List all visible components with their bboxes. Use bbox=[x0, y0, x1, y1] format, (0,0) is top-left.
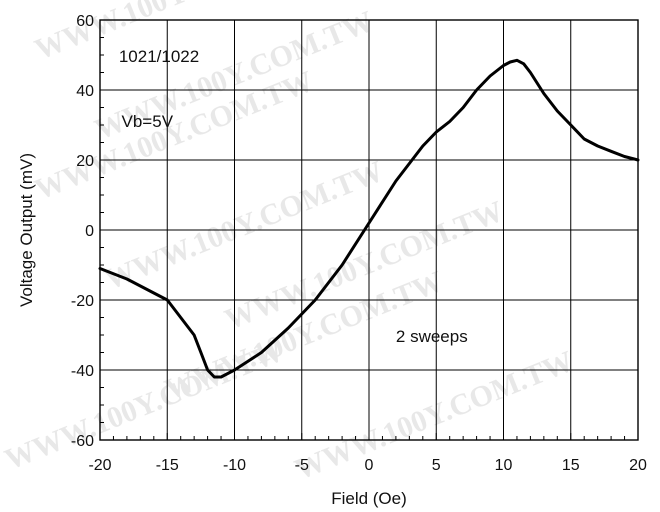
y-tick-label: -60 bbox=[71, 433, 94, 450]
y-tick-label: 60 bbox=[76, 13, 94, 30]
x-tick-label: 0 bbox=[365, 457, 374, 474]
x-tick-label: 10 bbox=[495, 457, 513, 474]
x-tick-label: -10 bbox=[223, 457, 246, 474]
watermark-layer: WWW.100Y.COM.TWWWW.100Y.COM.TWWWW.100Y.C… bbox=[0, 0, 578, 486]
y-tick-label: 40 bbox=[76, 83, 94, 100]
x-tick-label: 20 bbox=[629, 457, 647, 474]
y-tick-labels: -60 -40 -20 0 20 40 60 bbox=[71, 13, 94, 450]
y-tick-label: -40 bbox=[71, 363, 94, 380]
y-tick-label: 0 bbox=[85, 223, 94, 240]
series-line bbox=[98, 58, 640, 379]
x-tick-label: 5 bbox=[432, 457, 441, 474]
x-axis-label: Field (Oe) bbox=[331, 489, 407, 508]
x-tick-label: -20 bbox=[88, 457, 111, 474]
annotation-part-number: 1021/1022 bbox=[119, 47, 199, 66]
x-tick-label: -5 bbox=[295, 457, 309, 474]
annotation-bias-voltage: Vb=5V bbox=[122, 112, 174, 131]
y-tick-label: -20 bbox=[71, 293, 94, 310]
x-tick-label: 15 bbox=[562, 457, 580, 474]
x-tick-labels: -20 -15 -10 -5 0 5 10 15 20 bbox=[88, 457, 647, 474]
y-tick-label: 20 bbox=[76, 153, 94, 170]
annotation-sweeps: 2 sweeps bbox=[396, 327, 468, 346]
watermark-text: WWW.100Y.COM.TW bbox=[0, 335, 288, 477]
plot-frame bbox=[99, 19, 639, 441]
x-tick-label: -15 bbox=[156, 457, 179, 474]
y-axis-label: Voltage Output (mV) bbox=[17, 153, 36, 307]
